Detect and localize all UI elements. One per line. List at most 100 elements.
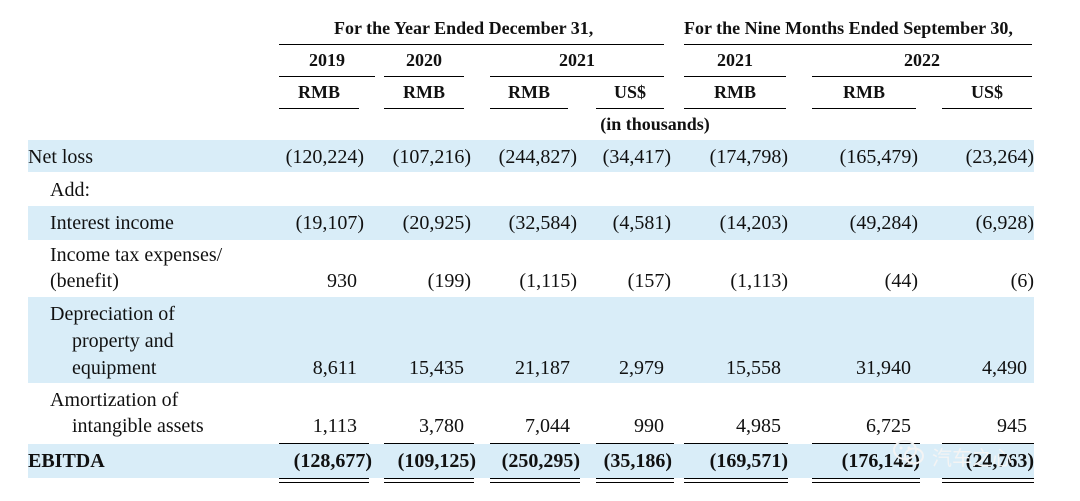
row-band-interest-income — [28, 206, 1034, 240]
year-underline — [384, 76, 464, 77]
cell-value: (107,216) — [392, 146, 471, 168]
cell-value: 4,490 — [982, 357, 1027, 379]
subtotal-underline — [812, 443, 920, 444]
currency-header: RMB — [508, 82, 550, 102]
nine-months-group-header: For the Nine Months Ended September 30, — [684, 18, 1013, 38]
cell-value: (6,928) — [975, 212, 1034, 234]
cell-value: (250,295) — [501, 450, 580, 472]
row-label-line: Income tax expenses/ — [50, 244, 223, 266]
cell-value: (174,798) — [709, 146, 788, 168]
wechat-logo-icon — [892, 438, 926, 468]
currency-underline — [812, 108, 916, 109]
total-double-underline — [684, 478, 788, 483]
cell-value: (165,479) — [839, 146, 918, 168]
cell-value: 15,435 — [409, 357, 464, 379]
cell-value: (14,203) — [719, 212, 788, 234]
cell-value: (176,142) — [841, 450, 920, 472]
unit-note: (in thousands) — [600, 114, 710, 134]
year-underline — [490, 76, 664, 77]
subtotal-underline — [596, 443, 674, 444]
year-group-underline — [279, 44, 664, 45]
year-underline — [812, 76, 1032, 77]
year-ended-group-header: For the Year Ended December 31, — [334, 18, 594, 38]
nine-group-underline — [684, 44, 1032, 45]
total-double-underline — [384, 478, 474, 483]
currency-header: RMB — [298, 82, 340, 102]
total-double-underline — [279, 478, 369, 483]
cell-value: 7,044 — [525, 415, 570, 437]
cell-value: (24,763) — [965, 450, 1034, 472]
cell-value: (6) — [1010, 270, 1034, 292]
cell-value: (34,417) — [602, 146, 671, 168]
row-label-line: Depreciation of — [50, 303, 175, 325]
currency-header: US$ — [970, 82, 1003, 102]
row-band-depreciation — [28, 297, 1034, 383]
cell-value: 21,187 — [515, 357, 570, 379]
currency-underline — [384, 108, 464, 109]
currency-underline — [279, 108, 359, 109]
cell-value: 15,558 — [726, 357, 781, 379]
year-2019-header: 2019 — [309, 50, 345, 70]
row-label-line: intangible assets — [72, 415, 204, 437]
currency-header: RMB — [714, 82, 756, 102]
cell-value: (157) — [627, 270, 671, 292]
cell-value: 1,113 — [312, 415, 357, 437]
cell-value: (199) — [427, 270, 471, 292]
cell-value: 3,780 — [419, 415, 464, 437]
year-underline — [279, 76, 375, 77]
year-underline — [684, 76, 786, 77]
cell-value: 6,725 — [866, 415, 911, 437]
cell-value: (49,284) — [849, 212, 918, 234]
cell-value: 31,940 — [856, 357, 911, 379]
cell-value: 2,979 — [619, 357, 664, 379]
total-double-underline — [942, 478, 1034, 483]
cell-value: (32,584) — [508, 212, 577, 234]
cell-value: (120,224) — [285, 146, 364, 168]
subtotal-underline — [384, 443, 474, 444]
subtotal-underline — [942, 443, 1034, 444]
row-band-ebitda — [28, 444, 1034, 478]
currency-underline — [490, 108, 568, 109]
cell-value: (20,925) — [402, 212, 471, 234]
currency-header: RMB — [403, 82, 445, 102]
cell-value: (35,186) — [603, 450, 672, 472]
year-2021-header: 2021 — [559, 50, 595, 70]
year-2022-header: 2022 — [904, 50, 940, 70]
subtotal-underline — [684, 443, 788, 444]
cell-value: (23,264) — [965, 146, 1034, 168]
cell-value: 945 — [997, 415, 1027, 437]
cell-value: 990 — [634, 415, 664, 437]
cell-value: (4,581) — [612, 212, 671, 234]
row-label-line: equipment — [72, 357, 157, 379]
subtotal-underline — [279, 443, 369, 444]
currency-header: RMB — [843, 82, 885, 102]
currency-header: US$ — [613, 82, 646, 102]
total-double-underline — [596, 478, 674, 483]
year-2021-nine-header: 2021 — [717, 50, 753, 70]
row-label-line: Amortization of — [50, 389, 179, 411]
row-label: Net loss — [28, 146, 93, 168]
currency-underline — [684, 108, 786, 109]
watermark-text: 汽车之心 — [932, 446, 1012, 470]
row-label: Add: — [50, 179, 90, 201]
subtotal-underline — [490, 443, 580, 444]
cell-value: (19,107) — [295, 212, 364, 234]
row-label-line: property and — [72, 330, 174, 352]
cell-value: (1,113) — [730, 270, 788, 292]
total-double-underline — [812, 478, 920, 483]
currency-underline — [942, 108, 1032, 109]
cell-value: (244,827) — [498, 146, 577, 168]
year-2020-header: 2020 — [406, 50, 442, 70]
cell-value: (44) — [884, 270, 918, 292]
currency-underline — [596, 108, 664, 109]
cell-value: (128,677) — [293, 450, 372, 472]
cell-value: 4,985 — [736, 415, 781, 437]
row-label: Interest income — [50, 212, 174, 234]
cell-value: (109,125) — [397, 450, 476, 472]
row-label: EBITDA — [28, 450, 105, 472]
cell-value: 8,611 — [312, 357, 357, 379]
row-band-net-loss — [28, 140, 1034, 172]
total-double-underline — [490, 478, 580, 483]
cell-value: (169,571) — [709, 450, 788, 472]
row-label-line: (benefit) — [50, 270, 119, 292]
